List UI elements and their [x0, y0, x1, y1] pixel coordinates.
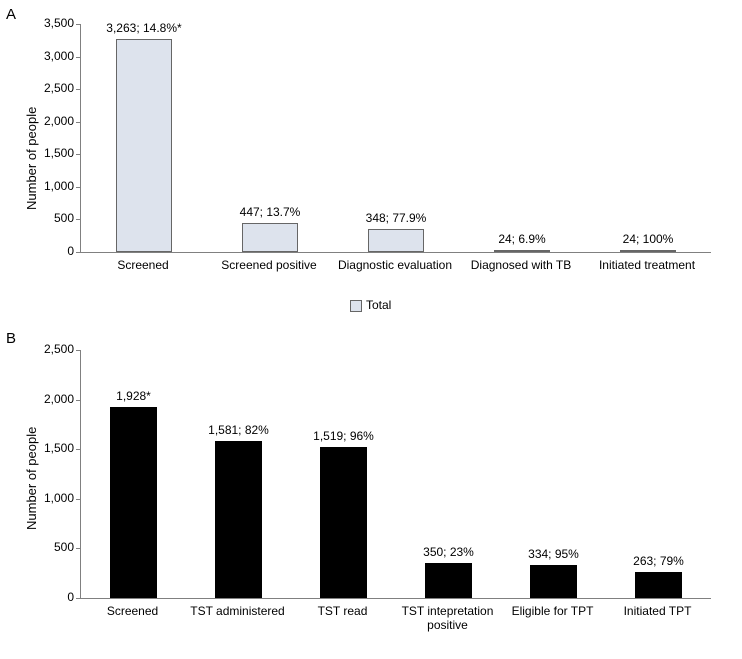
panel-a-plot: 3,263; 14.8%* 447; 13.7% 348; 77.9% 24; 6.9… [80, 24, 711, 253]
bar-annotation: 1,928* [74, 389, 194, 403]
x-category-label: Initiated treatment [584, 258, 710, 272]
bar [635, 572, 682, 598]
y-tick-label: 2,000 [32, 114, 74, 128]
x-category-label: TST intepretation positive [395, 604, 500, 632]
y-tick-label: 2,000 [32, 392, 74, 406]
x-category-label: Diagnosed with TB [458, 258, 584, 272]
y-tick-label: 3,000 [32, 49, 74, 63]
legend-swatch [350, 300, 362, 312]
y-tick-label: 2,500 [32, 81, 74, 95]
x-category-label: Initiated TPT [605, 604, 710, 618]
bar-annotation: 348; 77.9% [336, 211, 456, 225]
bar-annotation: 24; 6.9% [462, 232, 582, 246]
legend-label: Total [366, 298, 391, 312]
y-tick-label: 0 [32, 590, 74, 604]
panel-b: B Number of people 05001,0001,5002,0002,… [0, 330, 742, 659]
x-category-label: TST read [290, 604, 395, 618]
bar-annotation: 24; 100% [588, 232, 708, 246]
bar-annotation: 3,263; 14.8%* [84, 21, 204, 35]
bar [215, 441, 262, 598]
figure: A Number of people 05001,0001,5002,0002,… [0, 0, 742, 659]
panel-a-legend: Total [350, 298, 391, 312]
x-category-label: TST administered [185, 604, 290, 618]
bar [242, 223, 299, 252]
y-tick-label: 1,000 [32, 179, 74, 193]
bar-annotation: 350; 23% [389, 545, 509, 559]
panel-a-label: A [6, 6, 16, 23]
y-tick-label: 2,500 [32, 342, 74, 356]
bar [620, 250, 677, 252]
y-tick-label: 500 [32, 540, 74, 554]
x-category-label: Screened positive [206, 258, 332, 272]
y-tick-label: 3,500 [32, 16, 74, 30]
bar-annotation: 334; 95% [494, 547, 614, 561]
x-category-label: Screened [80, 604, 185, 618]
bar-annotation: 1,581; 82% [179, 423, 299, 437]
y-tick-label: 1,500 [32, 146, 74, 160]
panel-b-plot: 1,928*1,581; 82%1,519; 96%350; 23%334; 9… [80, 350, 711, 599]
bar [494, 250, 551, 252]
bar [116, 39, 173, 252]
y-tick-label: 1,500 [32, 441, 74, 455]
bar-annotation: 447; 13.7% [210, 205, 330, 219]
bar [530, 565, 577, 598]
bar [320, 447, 367, 598]
bar-annotation: 263; 79% [599, 554, 719, 568]
y-tick-label: 0 [32, 244, 74, 258]
y-tick-label: 1,000 [32, 491, 74, 505]
y-tick-label: 500 [32, 211, 74, 225]
x-category-label: Eligible for TPT [500, 604, 605, 618]
bar-annotation: 1,519; 96% [284, 429, 404, 443]
bar [425, 563, 472, 598]
bar [110, 407, 157, 598]
x-category-label: Screened [80, 258, 206, 272]
panel-a: A Number of people 05001,0001,5002,0002,… [0, 0, 742, 330]
panel-b-label: B [6, 330, 16, 347]
bar [368, 229, 425, 252]
x-category-label: Diagnostic evaluation [332, 258, 458, 272]
